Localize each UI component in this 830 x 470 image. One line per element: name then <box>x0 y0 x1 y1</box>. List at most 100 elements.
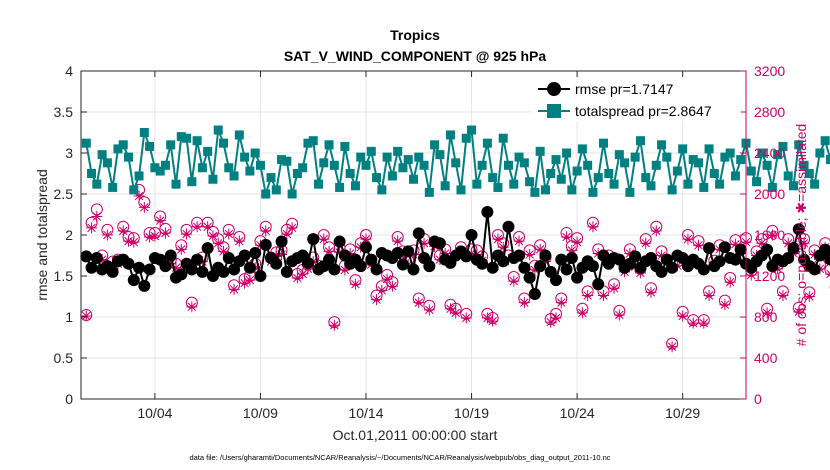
y-tick-label-right: 2800 <box>754 104 785 120</box>
rmse-point <box>259 238 272 251</box>
assimilated-obs-point <box>677 310 689 322</box>
rmse-point <box>819 243 830 256</box>
totalspread-point <box>356 152 366 162</box>
totalspread-point <box>266 173 276 183</box>
assimilated-obs-point <box>318 233 330 245</box>
totalspread-point <box>160 160 170 170</box>
assimilated-obs-point <box>408 248 419 260</box>
assimilated-obs-point <box>392 235 404 247</box>
totalspread-point <box>551 155 561 165</box>
assimilated-obs-point <box>555 297 567 309</box>
rmse-point <box>465 229 478 241</box>
totalspread-point <box>762 160 772 170</box>
assimilated-obs-point <box>276 248 288 260</box>
totalspread-point <box>129 185 139 195</box>
totalspread-point <box>329 160 339 170</box>
assimilated-obs-point <box>233 235 245 247</box>
assimilated-obs-point <box>386 280 398 292</box>
rmse-point <box>571 271 584 284</box>
assimilated-obs-point <box>101 229 113 241</box>
totalspread-point <box>773 150 783 160</box>
assimilated-obs-point <box>413 297 425 309</box>
totalspread-point <box>108 182 118 192</box>
y-tick-label-right: 2000 <box>754 186 785 202</box>
assimilated-obs-point <box>418 237 430 249</box>
totalspread-point <box>789 181 798 191</box>
assimilated-obs-point <box>497 241 509 253</box>
totalspread-point <box>255 160 265 170</box>
assimilated-obs-point <box>144 231 156 243</box>
totalspread-point <box>314 179 323 189</box>
assimilated-obs-point <box>545 316 557 328</box>
assimilated-obs-point <box>123 235 134 247</box>
rmse-point <box>713 255 726 268</box>
totalspread-point <box>678 144 688 154</box>
totalspread-point <box>815 148 825 158</box>
assimilated-obs-point <box>381 273 393 285</box>
totalspread-point <box>715 179 725 189</box>
totalspread-point <box>609 179 619 189</box>
rmse-point <box>222 251 235 264</box>
assimilated-obs-point <box>223 228 235 240</box>
rmse-point <box>365 253 378 266</box>
assimilated-obs-point <box>260 225 272 237</box>
assimilated-obs-point <box>656 250 668 261</box>
rmse-point <box>433 237 446 250</box>
assimilated-obs-point <box>793 306 805 318</box>
rmse-point <box>191 253 204 266</box>
legend-spread-marker <box>547 104 561 118</box>
rmse-point <box>729 253 742 266</box>
assimilated-obs-point <box>687 317 699 329</box>
rmse-point <box>201 242 214 255</box>
assimilated-obs-point <box>576 307 588 319</box>
totalspread-point <box>308 136 318 146</box>
legend: rmse pr=1.7147 totalspread pr=2.8647 <box>531 77 741 121</box>
rmse-point <box>782 251 795 264</box>
rmse-point <box>808 263 821 276</box>
assimilated-obs-point <box>91 211 103 223</box>
assimilated-obs-point <box>334 246 346 258</box>
totalspread-point <box>271 185 281 195</box>
assimilated-obs-point <box>766 229 778 241</box>
assimilated-obs-point <box>798 237 810 249</box>
assimilated-obs-point <box>587 221 599 233</box>
rmse-point <box>122 257 135 270</box>
rmse-point <box>196 265 209 278</box>
assimilated-obs-point <box>640 237 652 249</box>
rmse-point <box>761 243 774 256</box>
assimilated-obs-point <box>133 190 145 202</box>
rmse-point <box>497 255 510 268</box>
rmse-point <box>792 223 805 236</box>
assimilated-obs-point <box>159 227 171 239</box>
assimilated-obs-point <box>170 262 182 274</box>
rmse-point <box>592 278 605 291</box>
assimilated-obs-point <box>286 222 298 234</box>
totalspread-point <box>145 141 155 151</box>
totalspread-point <box>614 150 624 160</box>
rmse-point <box>460 250 473 263</box>
assimilated-obs-point <box>561 231 573 243</box>
totalspread-point <box>219 138 228 148</box>
rmse-point <box>85 261 98 274</box>
rmse-point <box>370 263 383 276</box>
totalspread-point <box>688 155 698 165</box>
y-tick-label-right: 400 <box>754 350 778 366</box>
totalspread-point <box>92 179 102 189</box>
totalspread-point <box>282 156 292 166</box>
totalspread-point <box>588 187 598 197</box>
assimilated-obs-point <box>138 201 150 213</box>
totalspread-point <box>699 182 709 192</box>
totalspread-point <box>387 171 397 181</box>
totalspread-point <box>208 174 218 184</box>
series-layer <box>80 125 830 353</box>
totalspread-point <box>303 138 313 148</box>
totalspread-point <box>102 158 112 168</box>
rmse-point <box>734 243 747 256</box>
assimilated-obs-point <box>650 225 662 237</box>
assimilated-obs-point <box>323 245 335 257</box>
totalspread-point <box>166 140 176 150</box>
legend-spread-label: totalspread pr=2.8647 <box>575 103 712 119</box>
assimilated-obs-point <box>582 289 594 301</box>
chart-title: Tropics <box>390 27 440 43</box>
